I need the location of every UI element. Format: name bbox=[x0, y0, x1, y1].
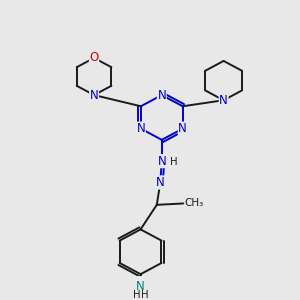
Text: N: N bbox=[136, 280, 145, 293]
Text: N: N bbox=[136, 122, 145, 135]
Text: N: N bbox=[156, 176, 165, 189]
Text: CH₃: CH₃ bbox=[185, 199, 204, 208]
Text: N: N bbox=[158, 88, 166, 102]
Text: N: N bbox=[90, 88, 98, 102]
Text: H: H bbox=[170, 157, 178, 167]
Text: N: N bbox=[178, 122, 187, 135]
Text: N: N bbox=[219, 94, 228, 107]
Text: N: N bbox=[158, 154, 166, 168]
Text: H: H bbox=[133, 290, 141, 300]
Text: H: H bbox=[141, 290, 148, 300]
Text: O: O bbox=[89, 51, 99, 64]
